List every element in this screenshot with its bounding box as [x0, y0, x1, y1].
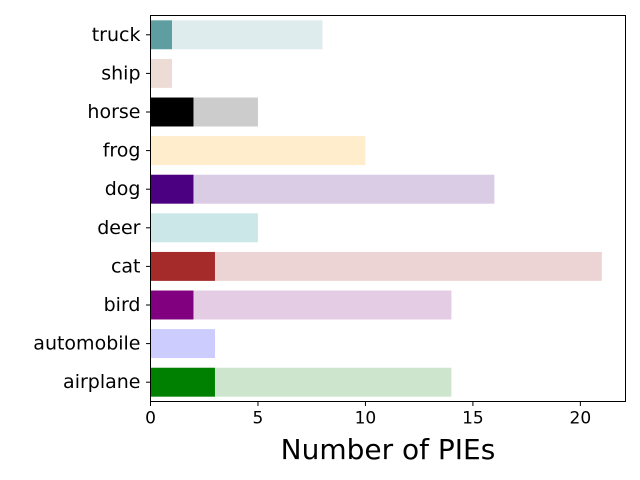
- x-axis-title: Number of PIEs: [281, 433, 496, 466]
- y-axis: airplane automobile bird cat deer dog frog hors…: [33, 24, 151, 393]
- y-tick-label-automobile: automobile: [33, 333, 140, 355]
- y-tick-label-ship: ship: [101, 62, 140, 84]
- bar-automobile-segment-2: [150, 329, 215, 359]
- bars-group: [150, 20, 602, 397]
- y-tick-label-frog: frog: [103, 140, 141, 162]
- bar-dog-segment-1: [150, 174, 194, 204]
- x-axis: 0 5 10 15 20: [145, 401, 592, 429]
- y-tick-label-horse: horse: [87, 101, 140, 123]
- bar-bird-segment-2: [193, 290, 452, 320]
- x-tick-label-5: 5: [253, 409, 264, 429]
- x-tick-label-20: 20: [570, 409, 592, 429]
- bar-bird-segment-1: [150, 290, 194, 320]
- bar-horse-segment-2: [193, 97, 258, 127]
- bar-horse-segment-1: [150, 97, 194, 127]
- y-tick-label-truck: truck: [92, 24, 141, 46]
- y-tick-label-cat: cat: [111, 255, 141, 277]
- bar-frog-segment-2: [150, 136, 366, 166]
- bar-cat-segment-1: [150, 251, 215, 281]
- plot-frame: [150, 15, 626, 402]
- bar-cat-segment-2: [214, 251, 602, 281]
- y-tick-label-bird: bird: [104, 294, 141, 316]
- x-tick-label-0: 0: [145, 409, 156, 429]
- y-tick-label-dog: dog: [105, 178, 141, 200]
- bar-truck-segment-1: [150, 20, 172, 50]
- bar-deer-segment-2: [150, 213, 258, 243]
- bar-ship-segment-2: [150, 58, 172, 88]
- y-tick-label-airplane: airplane: [63, 371, 140, 393]
- x-tick-label-15: 15: [462, 409, 484, 429]
- bar-dog-segment-2: [193, 174, 495, 204]
- bar-airplane-segment-1: [150, 367, 215, 397]
- x-tick-label-10: 10: [355, 409, 377, 429]
- y-tick-label-deer: deer: [97, 217, 140, 239]
- bar-truck-segment-2: [171, 20, 323, 50]
- bar-airplane-segment-2: [214, 367, 452, 397]
